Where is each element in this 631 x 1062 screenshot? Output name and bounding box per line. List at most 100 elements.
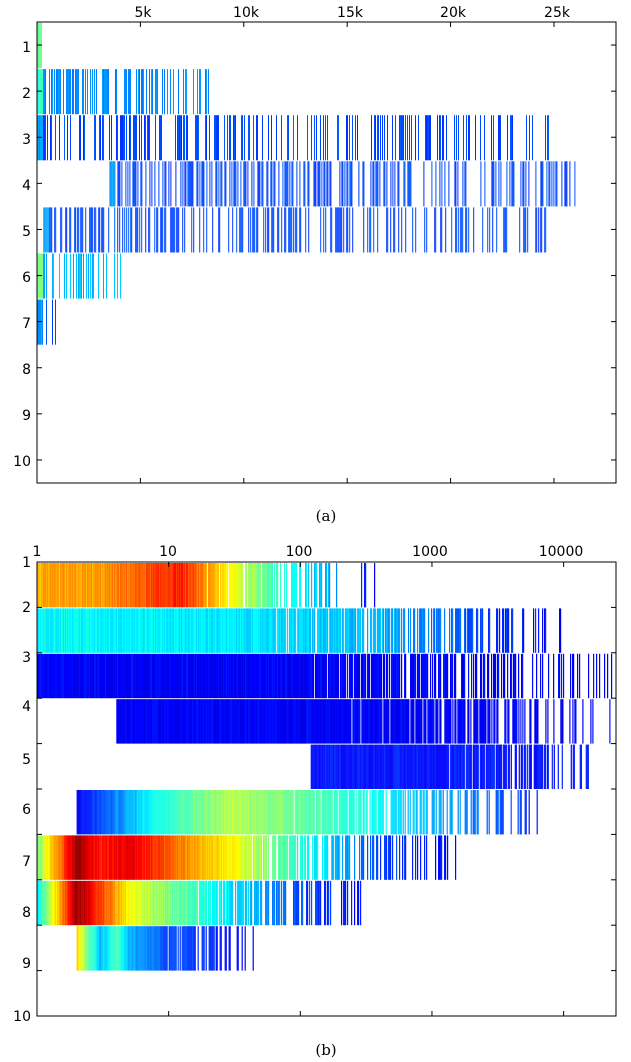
mark-b-row-5 xyxy=(483,744,485,789)
mark-b-row-5 xyxy=(528,744,530,789)
mark-b-row-1 xyxy=(152,563,154,608)
mark-b-row-8 xyxy=(241,880,243,926)
mark-b-row-3 xyxy=(152,653,154,699)
mark-a-row-3 xyxy=(288,115,289,161)
mark-a-row-3 xyxy=(311,115,312,161)
mark-b-row-4 xyxy=(279,699,281,744)
mark-b-row-3 xyxy=(157,653,159,699)
mark-b-row-3 xyxy=(247,653,249,699)
mark-a-row-4 xyxy=(506,161,508,207)
mark-a-row-3 xyxy=(64,115,65,161)
mark-b-row-1 xyxy=(274,563,276,608)
mark-b-row-2 xyxy=(160,608,162,653)
mark-a-row-5 xyxy=(137,207,139,253)
mark-b-row-4 xyxy=(356,699,358,744)
mark-b-row-3 xyxy=(430,653,432,699)
mark-b-row-2 xyxy=(321,608,323,653)
mark-b-row-1 xyxy=(321,563,323,608)
mark-b-row-8 xyxy=(250,880,252,926)
mark-a-row-2 xyxy=(56,69,57,115)
mark-b-row-9 xyxy=(114,926,116,971)
mark-a-row-5 xyxy=(103,207,105,253)
mark-b-row-2 xyxy=(363,608,365,653)
mark-b-row-3 xyxy=(484,653,486,699)
mark-b-row-1 xyxy=(134,563,136,608)
mark-a-row-3 xyxy=(276,115,277,161)
mark-b-row-6 xyxy=(103,790,105,835)
mark-b-row-2 xyxy=(173,608,175,653)
mark-a-row-5 xyxy=(46,207,48,253)
mark-b-row-7 xyxy=(291,835,293,880)
mark-b-row-3 xyxy=(418,653,420,699)
mark-b-row-5 xyxy=(538,744,540,789)
mark-b-row-4 xyxy=(529,699,531,744)
mark-b-row-1 xyxy=(41,563,43,608)
mark-a-row-4 xyxy=(323,161,325,207)
mark-b-row-9 xyxy=(169,926,171,971)
mark-b-row-4 xyxy=(413,699,415,744)
mark-b-row-5 xyxy=(477,744,479,789)
mark-b-row-2 xyxy=(51,608,53,653)
mark-a-row-6 xyxy=(70,253,71,299)
mark-a-row-5 xyxy=(170,207,172,253)
mark-b-row-2 xyxy=(242,608,244,653)
mark-b-row-2 xyxy=(512,608,514,653)
mark-b-row-2 xyxy=(399,608,401,653)
mark-b-row-8 xyxy=(159,880,161,926)
mark-b-row-8 xyxy=(223,880,225,926)
mark-b-row-3 xyxy=(300,653,302,699)
mark-b-row-7 xyxy=(37,835,39,880)
mark-b-row-5 xyxy=(407,744,409,789)
mark-b-row-3 xyxy=(368,653,370,699)
mark-b-row-1 xyxy=(186,563,188,608)
mark-a-row-3 xyxy=(80,115,81,161)
mark-a-row-5 xyxy=(538,207,540,253)
mark-a-row-3 xyxy=(430,115,431,161)
mark-b-row-5 xyxy=(479,744,481,789)
mark-b-row-1 xyxy=(277,563,279,608)
mark-b-row-1 xyxy=(364,563,366,608)
mark-b-row-4 xyxy=(153,699,155,744)
mark-b-row-4 xyxy=(256,699,258,744)
mark-b-row-2 xyxy=(382,608,384,653)
mark-b-row-9 xyxy=(76,926,78,971)
mark-a-row-4 xyxy=(119,161,121,207)
mark-b-row-2 xyxy=(280,608,282,653)
mark-b-row-5 xyxy=(356,744,358,789)
mark-b-row-4 xyxy=(233,699,235,744)
mark-b-row-3 xyxy=(294,653,296,699)
mark-b-row-1 xyxy=(143,563,145,608)
mark-b-row-7 xyxy=(153,835,155,880)
mark-b-row-4 xyxy=(137,699,139,744)
mark-b-row-8 xyxy=(254,880,256,926)
mark-a-row-4 xyxy=(282,161,284,207)
mark-a-row-2 xyxy=(146,69,147,115)
mark-b-row-5 xyxy=(492,744,494,789)
mark-b-row-3 xyxy=(148,653,150,699)
mark-b-row-2 xyxy=(110,608,112,653)
mark-b-row-6 xyxy=(178,790,180,835)
mark-a-row-2 xyxy=(129,69,130,115)
mark-b-row-4 xyxy=(234,699,236,744)
mark-b-row-3 xyxy=(185,653,187,699)
mark-b-row-3 xyxy=(210,653,212,699)
mark-b-row-7 xyxy=(77,835,79,880)
mark-b-row-8 xyxy=(260,880,262,926)
mark-a-row-4 xyxy=(184,161,186,207)
mark-b-row-1 xyxy=(94,563,96,608)
mark-b-row-2 xyxy=(265,608,267,653)
mark-b-row-1 xyxy=(328,563,330,608)
mark-b-row-5 xyxy=(382,744,384,789)
mark-b-row-2 xyxy=(326,608,328,653)
mark-a-row-3 xyxy=(198,115,199,161)
mark-b-row-2 xyxy=(132,608,134,653)
mark-a-row-4 xyxy=(257,161,259,207)
mark-b-row-1 xyxy=(140,563,142,608)
mark-b-row-4 xyxy=(386,699,388,744)
mark-b-row-3 xyxy=(422,653,424,699)
mark-b-row-4 xyxy=(327,699,329,744)
mark-b-row-3 xyxy=(98,653,100,699)
mark-b-row-7 xyxy=(237,835,239,880)
mark-b-row-7 xyxy=(438,835,440,880)
mark-a-row-4 xyxy=(513,161,515,207)
